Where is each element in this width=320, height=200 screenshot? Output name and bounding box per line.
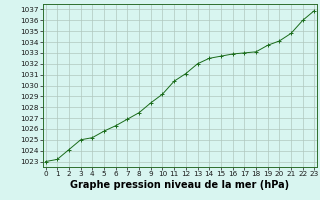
- X-axis label: Graphe pression niveau de la mer (hPa): Graphe pression niveau de la mer (hPa): [70, 180, 290, 190]
